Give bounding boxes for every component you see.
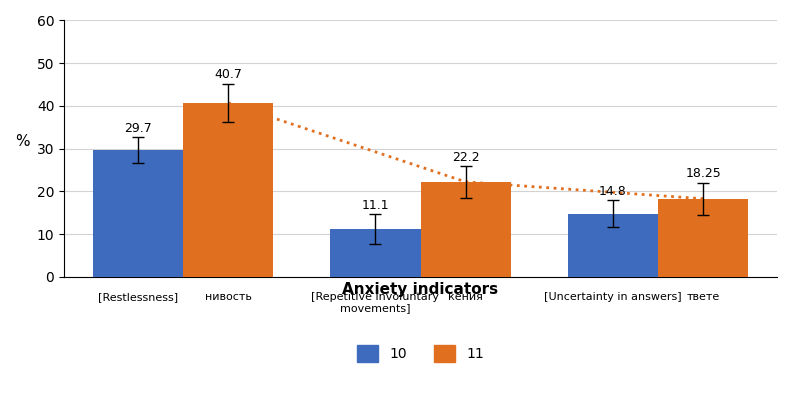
Bar [183,103,273,277]
Legend: 10, 11: 10, 11 [352,339,489,367]
Text: 11.1: 11.1 [361,199,389,212]
Y-axis label: %: % [15,133,30,149]
Text: [Uncertainty in answers]: [Uncertainty in answers] [544,292,682,302]
Text: кения: кения [449,292,483,302]
Bar [93,150,183,277]
Text: твете: твете [686,292,720,302]
Bar [330,229,421,277]
Text: [Repetitive involuntary
movements]: [Repetitive involuntary movements] [312,292,440,313]
Text: 18.25: 18.25 [686,167,721,180]
Text: [Restlessness]: [Restlessness] [98,292,178,302]
Text: 40.7: 40.7 [214,68,242,81]
Text: нивость: нивость [204,292,252,302]
Text: 14.8: 14.8 [599,185,627,198]
Bar [421,182,511,277]
Bar [568,214,658,277]
Text: 22.2: 22.2 [452,151,480,164]
X-axis label: Anxiety indicators: Anxiety indicators [343,282,498,298]
Bar [658,199,748,277]
Text: 29.7: 29.7 [124,122,151,135]
